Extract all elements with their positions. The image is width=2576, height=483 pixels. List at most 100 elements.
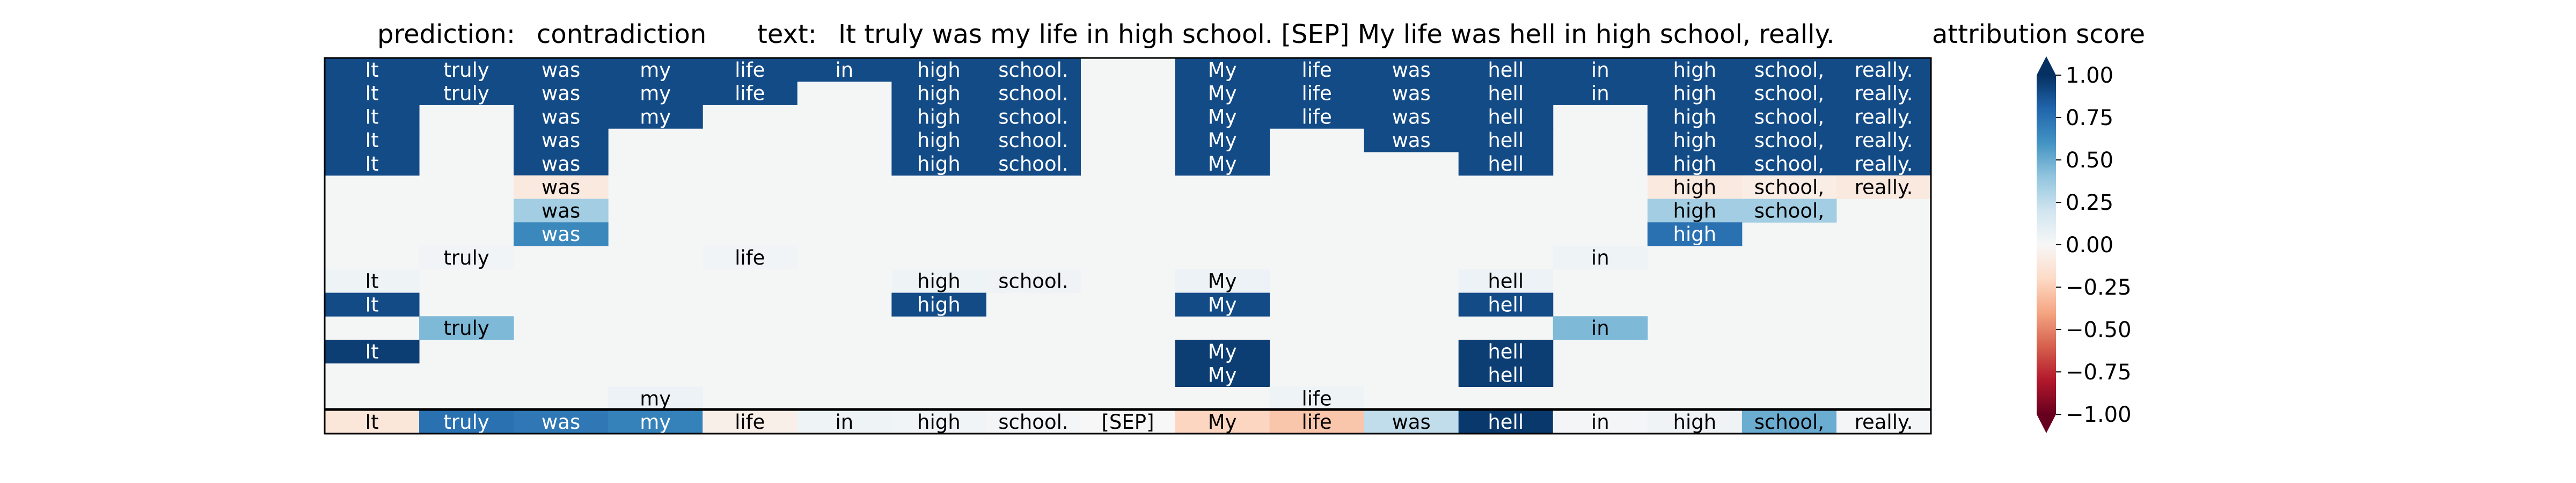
prediction-label: prediction: xyxy=(377,19,515,49)
token-label: high xyxy=(917,293,961,316)
token-label: My xyxy=(1208,82,1237,105)
summary-cell xyxy=(419,410,514,434)
token-label: It xyxy=(365,58,378,82)
token-label: my xyxy=(640,105,671,128)
token-label: high xyxy=(1673,411,1717,434)
heatmap-cell xyxy=(1364,128,1459,152)
heatmap-cell xyxy=(1836,152,1931,176)
token-label: life xyxy=(1301,387,1331,410)
heatmap-cell xyxy=(891,292,986,317)
heatmap-cell xyxy=(1647,128,1743,152)
heatmap-cell xyxy=(702,246,797,270)
token-label: high xyxy=(1673,176,1717,199)
colorbar-tick-label: 0.50 xyxy=(2066,148,2113,173)
heatmap-cell xyxy=(419,81,514,105)
token-label: my xyxy=(640,58,671,82)
heatmap-frame xyxy=(324,57,1932,435)
summary-cell xyxy=(1269,410,1365,434)
token-label: It xyxy=(365,152,378,175)
token-label: hell xyxy=(1488,411,1524,434)
heatmap-cell xyxy=(1269,81,1365,105)
heatmap-cell xyxy=(1553,58,1648,82)
token-label: My xyxy=(1208,340,1237,363)
heatmap-cell xyxy=(608,105,703,129)
colorbar-tick-label: 0.75 xyxy=(2066,106,2113,130)
heatmap-cell xyxy=(1836,105,1931,129)
token-label: hell xyxy=(1488,58,1524,82)
heatmap-cell xyxy=(1458,363,1554,387)
heatmap-cell xyxy=(986,81,1081,105)
token-label: hell xyxy=(1488,82,1524,105)
heatmap-cell xyxy=(1458,81,1554,105)
token-label: school, xyxy=(1754,58,1824,82)
token-label: was xyxy=(541,105,580,128)
summary-row: It truly was my life in high school. [SEP] My life… xyxy=(325,410,1931,434)
heatmap-cell xyxy=(1647,222,1743,246)
text-value: It truly was my life in high school. [SE… xyxy=(838,19,1834,49)
heatmap-cell xyxy=(1458,128,1554,152)
heatmap-cell xyxy=(986,105,1081,129)
token-label: school. xyxy=(998,82,1068,105)
summary-cell xyxy=(1553,410,1648,434)
colorbar-extend-min xyxy=(2037,414,2056,433)
token-label: was xyxy=(1392,105,1431,128)
token-label: was xyxy=(1392,129,1431,152)
heatmap-cell xyxy=(702,58,797,82)
summary-cell xyxy=(986,410,1081,434)
heatmap-cell xyxy=(1175,128,1270,152)
token-label: high xyxy=(917,82,961,105)
heatmap-cell xyxy=(986,128,1081,152)
token-label: really. xyxy=(1855,152,1913,175)
heatmap-cell xyxy=(1458,292,1554,317)
colorbar-tick-label: 0.00 xyxy=(2066,233,2113,258)
heatmap-cell xyxy=(325,81,420,105)
heatmap-cell xyxy=(891,81,986,105)
heatmap-cell xyxy=(797,58,892,82)
heatmap-cell xyxy=(608,81,703,105)
summary-cell xyxy=(702,410,797,434)
heatmap-cell xyxy=(891,105,986,129)
heatmap-cell xyxy=(1458,340,1554,364)
heatmap-cell xyxy=(1836,128,1931,152)
token-label: life xyxy=(1301,58,1331,82)
token-label: life xyxy=(1301,411,1331,434)
token-label: really. xyxy=(1855,129,1913,152)
token-label: really. xyxy=(1855,82,1913,105)
colorbar-tick-label: −0.25 xyxy=(2066,275,2132,300)
colorbar-title: attribution score xyxy=(1932,19,2145,49)
token-label: school, xyxy=(1754,199,1824,222)
token-label: hell xyxy=(1488,340,1524,363)
token-label: high xyxy=(1673,58,1717,82)
token-label: hell xyxy=(1488,270,1524,293)
heatmap-cell xyxy=(514,105,609,129)
token-label: high xyxy=(1673,82,1717,105)
token-label: high xyxy=(917,129,961,152)
token-label: was xyxy=(541,58,580,82)
token-label: my xyxy=(640,82,671,105)
token-label: really. xyxy=(1855,411,1913,434)
token-label: in xyxy=(1591,411,1609,434)
token-label: my xyxy=(640,387,671,410)
heatmap-cell xyxy=(1269,386,1365,411)
token-label: My xyxy=(1208,364,1237,387)
summary-cell xyxy=(1458,410,1554,434)
heatmap-cell xyxy=(891,152,986,176)
summary-cell xyxy=(514,410,609,434)
heatmap-cell xyxy=(1647,58,1743,82)
colorbar-tick-label: 0.25 xyxy=(2066,191,2113,215)
heatmap-cell xyxy=(514,152,609,176)
heatmap-cell xyxy=(891,58,986,82)
token-label: hell xyxy=(1488,364,1524,387)
heatmap-cell xyxy=(1553,246,1648,270)
token-label: life xyxy=(1301,105,1331,128)
colorbar: 1.00 0.75 0.50 0.25 0.00 −0.25 −0.50 −0.75 −1.00 xyxy=(2037,56,2132,433)
token-label: truly xyxy=(443,82,489,105)
summary-cell xyxy=(608,410,703,434)
heatmap-cell xyxy=(514,175,609,199)
summary-cell xyxy=(1080,410,1176,434)
token-label: was xyxy=(1392,58,1431,82)
token-label: school. xyxy=(998,58,1068,82)
token-label: [SEP] xyxy=(1101,411,1154,434)
heatmap-cell xyxy=(514,128,609,152)
